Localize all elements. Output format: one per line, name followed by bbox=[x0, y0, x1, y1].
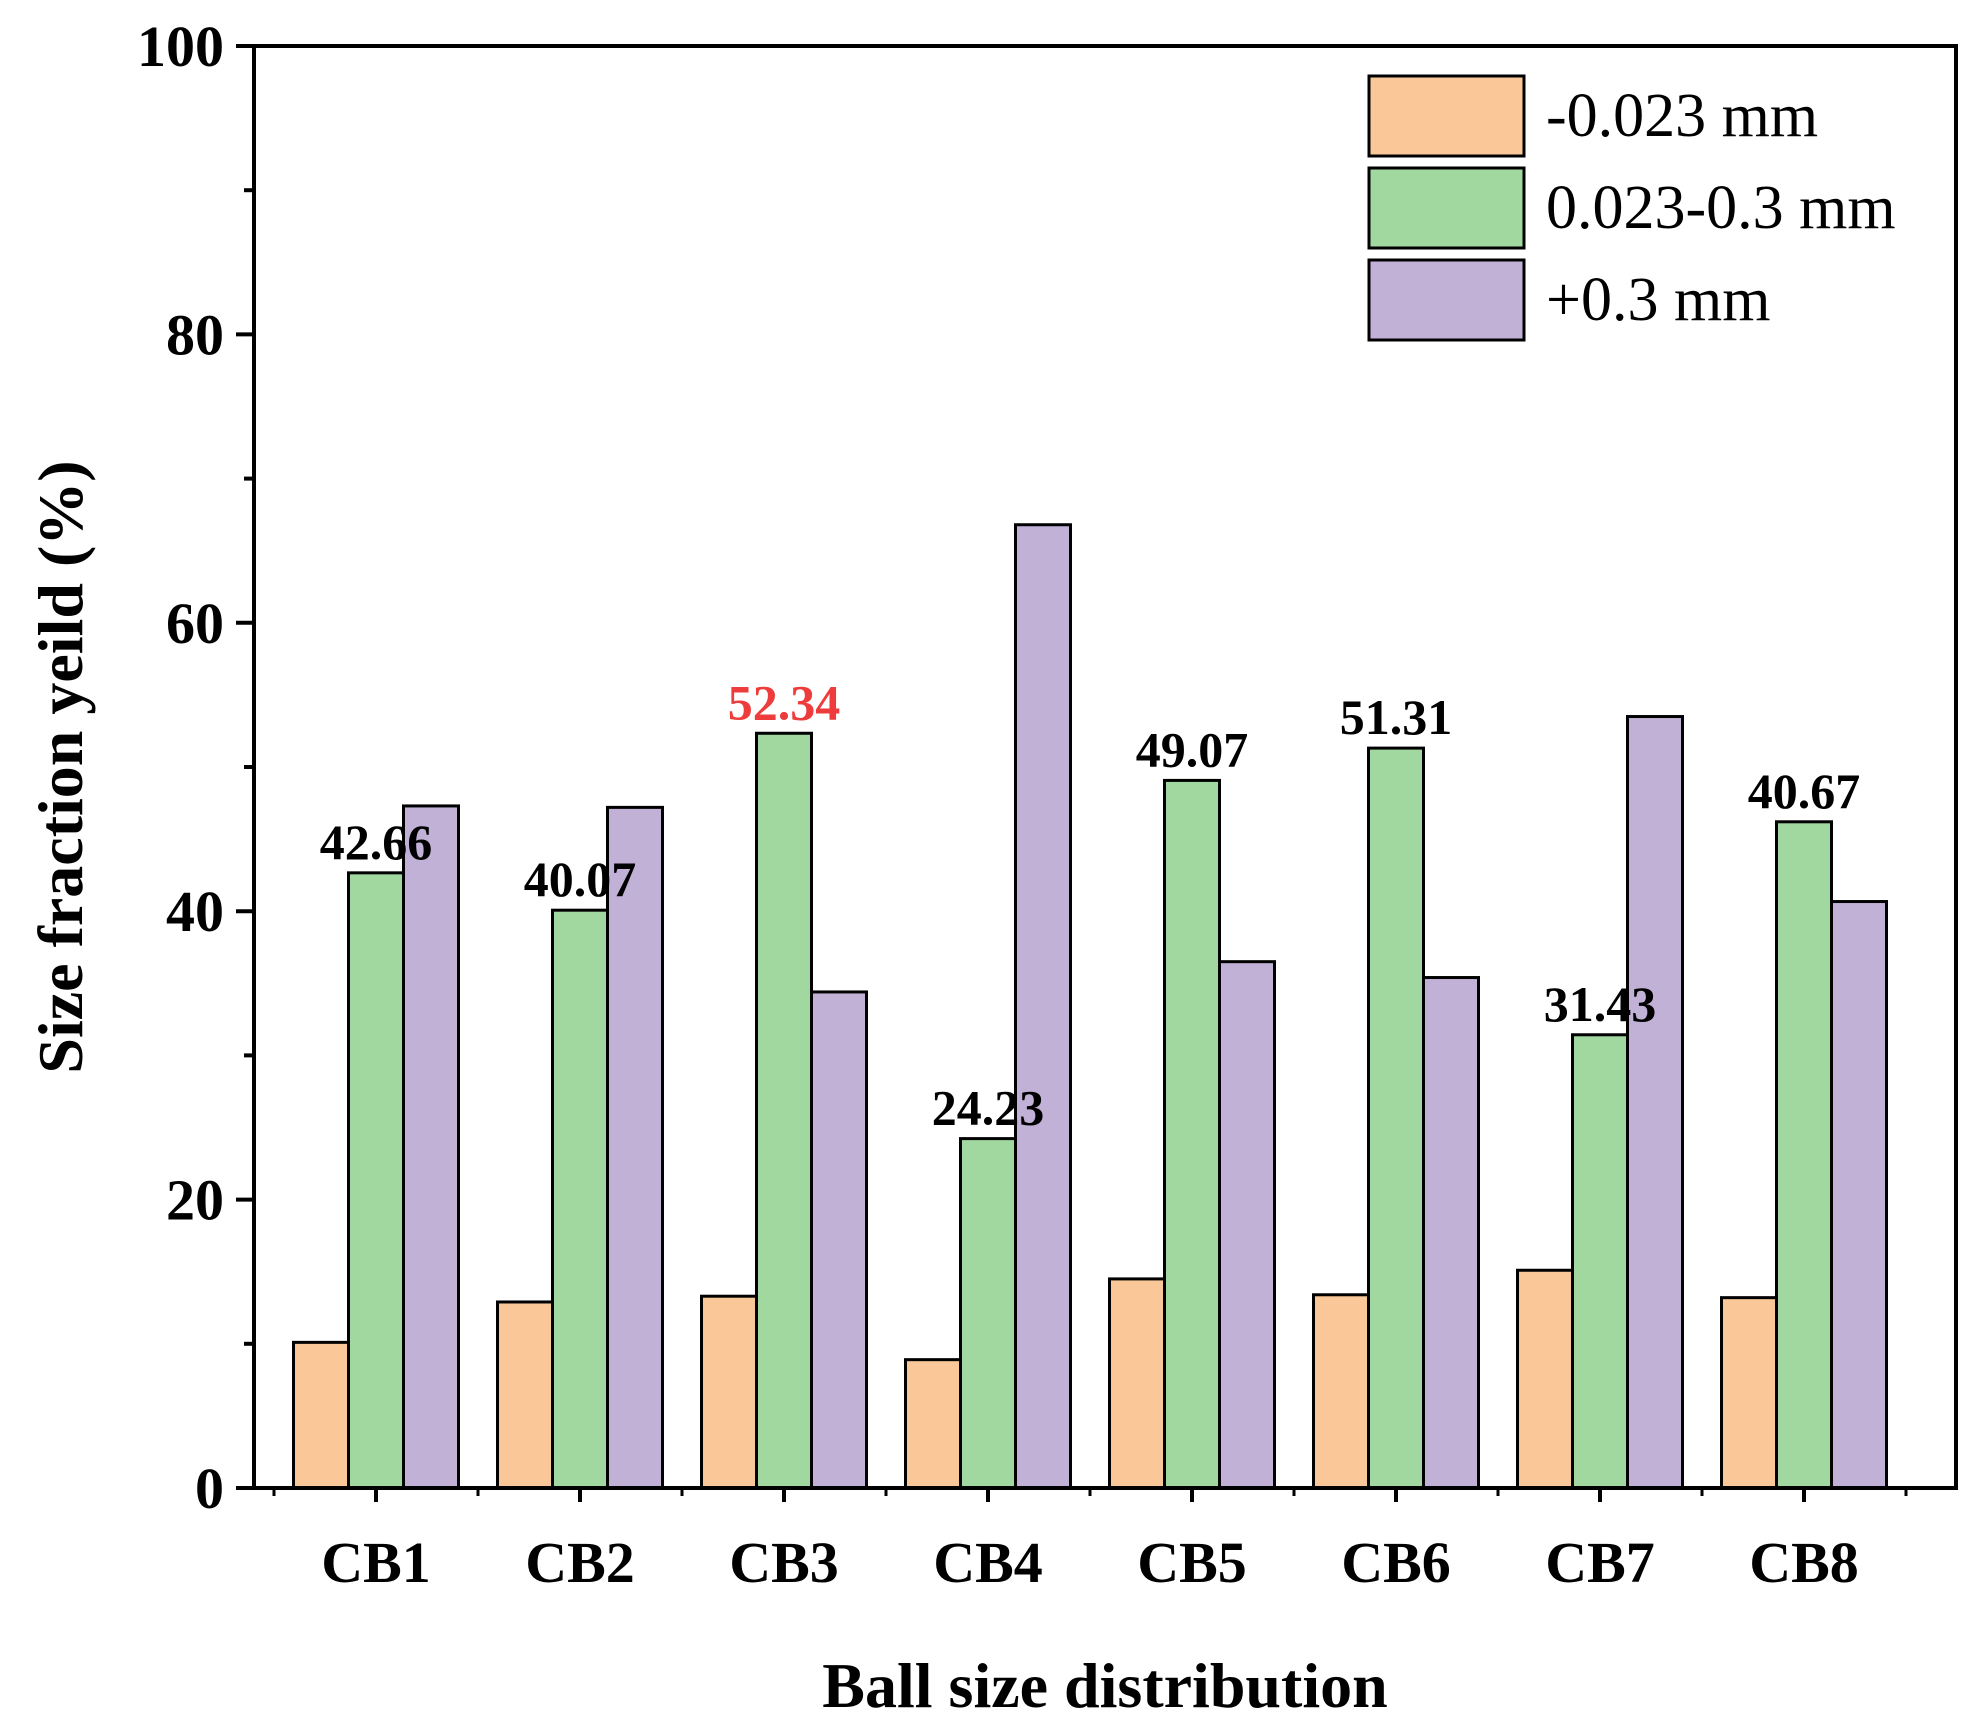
legend-label-2: +0.3 mm bbox=[1546, 266, 1770, 334]
bar-cb6-series-0 bbox=[1312, 1293, 1370, 1490]
legend-swatch-2 bbox=[1367, 258, 1526, 342]
legend-swatch-1 bbox=[1367, 166, 1526, 250]
bar-cb4-series-2 bbox=[1014, 523, 1072, 1490]
bar-value-label-cb5: 49.07 bbox=[1136, 721, 1249, 777]
bar-cb8-series-2 bbox=[1830, 900, 1888, 1490]
bar-value-label-cb7: 31.43 bbox=[1544, 976, 1657, 1032]
bar-value-label-cb3: 52.34 bbox=[728, 674, 841, 730]
bar-cb4-series-0 bbox=[904, 1358, 962, 1490]
x-tick-label-cb3: CB3 bbox=[729, 1530, 839, 1595]
y-tick-label: 60 bbox=[166, 591, 224, 656]
x-tick-label-cb6: CB6 bbox=[1341, 1530, 1451, 1595]
bar-cb2-series-2 bbox=[606, 805, 664, 1490]
bar-cb7-series-0 bbox=[1516, 1268, 1574, 1490]
legend-label-0: -0.023 mm bbox=[1546, 82, 1818, 150]
plot-frame bbox=[252, 44, 1958, 1490]
bar-cb2-series-0 bbox=[496, 1300, 554, 1490]
bar-value-label-cb2: 40.07 bbox=[524, 851, 637, 907]
bar-cb8-series-0 bbox=[1720, 1296, 1778, 1490]
bar-cb3-series-0 bbox=[700, 1294, 758, 1490]
bar-value-label-cb4: 24.23 bbox=[932, 1080, 1045, 1136]
x-tick-label-cb2: CB2 bbox=[525, 1530, 635, 1595]
bars-layer bbox=[292, 523, 1888, 1490]
y-tick-label: 0 bbox=[195, 1456, 224, 1521]
x-tick-label-cb8: CB8 bbox=[1749, 1530, 1859, 1595]
x-tick-label-cb1: CB1 bbox=[321, 1530, 431, 1595]
bar-cb5-series-0 bbox=[1108, 1277, 1166, 1490]
bar-cb6-series-1 bbox=[1367, 746, 1425, 1490]
x-tick-label-cb4: CB4 bbox=[933, 1530, 1043, 1595]
legend: -0.023 mm 0.023-0.3 mm +0.3 mm bbox=[1367, 74, 1896, 342]
axis-ticks: 0 20 40 60 80 100 CB1 CB2 CB3 CB4 CB5 CB6 CB7 CB8 bbox=[137, 14, 1908, 1595]
bar-cb1-series-1 bbox=[347, 871, 405, 1490]
bar-cb2-series-1 bbox=[551, 908, 609, 1490]
y-tick-label: 100 bbox=[137, 14, 224, 79]
y-tick-label: 40 bbox=[166, 879, 224, 944]
bar-value-label-cb6: 51.31 bbox=[1340, 689, 1453, 745]
bar-cb7-series-1 bbox=[1571, 1033, 1629, 1490]
bar-cb3-series-2 bbox=[810, 990, 868, 1490]
bar-cb5-series-1 bbox=[1163, 778, 1221, 1490]
bar-cb8-series-1 bbox=[1775, 820, 1833, 1490]
bar-value-label-cb1: 42.66 bbox=[320, 814, 433, 870]
y-tick-label: 20 bbox=[166, 1168, 224, 1233]
x-tick-label-cb5: CB5 bbox=[1137, 1530, 1247, 1595]
bar-cb3-series-1 bbox=[755, 731, 813, 1490]
y-tick-label: 80 bbox=[166, 302, 224, 367]
bar-cb5-series-2 bbox=[1218, 960, 1276, 1490]
legend-label-1: 0.023-0.3 mm bbox=[1546, 174, 1896, 242]
x-tick-label-cb7: CB7 bbox=[1545, 1530, 1655, 1595]
y-axis-title: Size fraction yeild (%) bbox=[25, 460, 96, 1073]
bar-cb6-series-2 bbox=[1422, 976, 1480, 1490]
x-axis-title: Ball size distribution bbox=[822, 1650, 1387, 1721]
bar-cb7-series-2 bbox=[1626, 715, 1684, 1490]
bar-cb1-series-0 bbox=[292, 1340, 350, 1490]
legend-swatch-0 bbox=[1367, 74, 1526, 158]
bar-cb4-series-1 bbox=[959, 1137, 1017, 1490]
bar-value-label-cb8: 40.67 bbox=[1748, 763, 1861, 819]
bar-cb1-series-2 bbox=[402, 804, 460, 1490]
bar-value-labels: 42.66 40.07 52.34 24.23 49.07 51.31 31.43 40.67 bbox=[320, 674, 1861, 1135]
